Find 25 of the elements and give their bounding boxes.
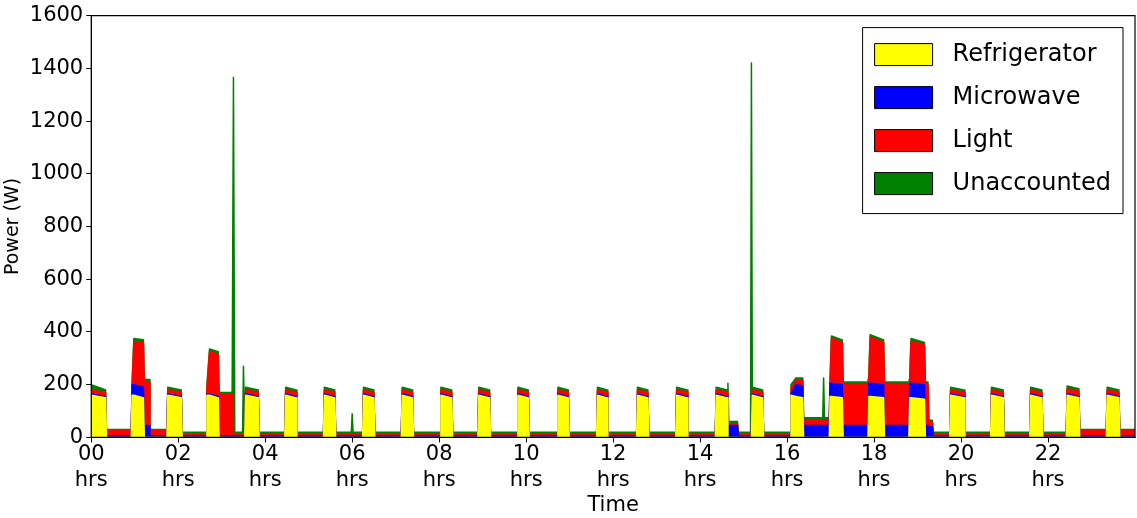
y-tick-label: 1000 xyxy=(29,160,84,185)
y-tick-label: 800 xyxy=(43,212,84,237)
x-tick-label: 12 hrs xyxy=(596,441,630,491)
y-tick-label: 400 xyxy=(43,318,84,343)
x-tick-label: 06 hrs xyxy=(335,441,369,491)
y-tick-label: 1600 xyxy=(29,2,84,27)
x-tick-label: 18 hrs xyxy=(857,441,891,491)
legend-label: Refrigerator xyxy=(952,38,1097,67)
x-axis-title: Time xyxy=(586,491,639,516)
y-tick-label: 200 xyxy=(43,371,84,396)
x-tick-label: 22 hrs xyxy=(1031,441,1065,491)
y-tick-label: 1200 xyxy=(29,107,84,132)
x-tick-label: 16 hrs xyxy=(770,441,804,491)
legend-label: Unaccounted xyxy=(952,167,1111,196)
y-tick-label: 600 xyxy=(43,265,84,290)
x-tick-label: 04 hrs xyxy=(248,441,282,491)
y-axis-title: Power (W) xyxy=(0,177,23,276)
x-tick-label: 10 hrs xyxy=(509,441,543,491)
x-tick-label: 14 hrs xyxy=(683,441,717,491)
legend-label: Microwave xyxy=(952,81,1081,110)
legend-label: Light xyxy=(952,124,1013,153)
x-tick-label: 08 hrs xyxy=(422,441,456,491)
x-tick-label: 02 hrs xyxy=(161,441,195,491)
y-tick-label: 1400 xyxy=(29,54,84,79)
x-tick-label: 20 hrs xyxy=(944,441,978,491)
